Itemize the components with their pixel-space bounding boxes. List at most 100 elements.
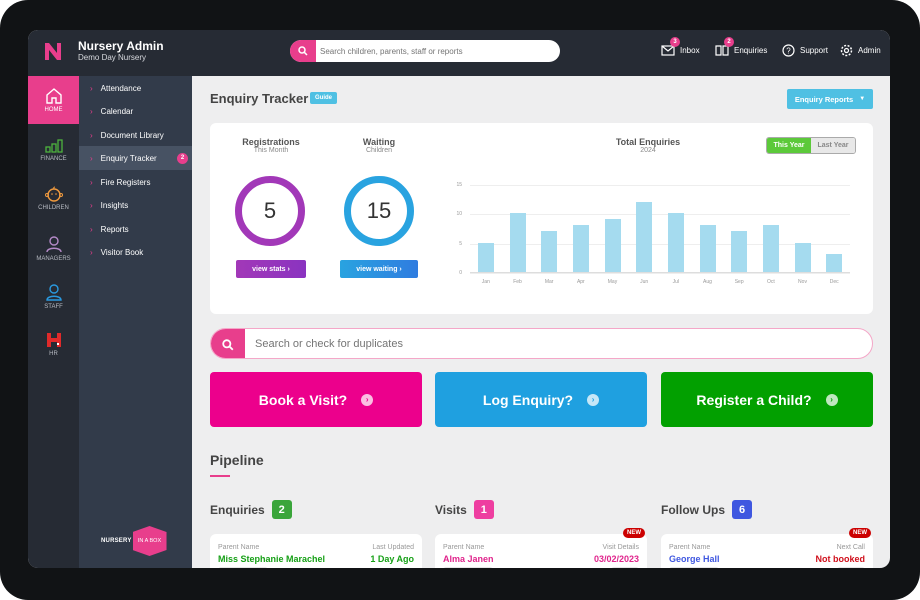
- chevron-right-icon: ›: [90, 177, 93, 187]
- last-year-toggle[interactable]: Last Year: [811, 138, 855, 153]
- registrations-ring: 5: [235, 176, 305, 246]
- last-updated: 1 Day Ago: [370, 554, 414, 564]
- view-waiting-button[interactable]: view waiting ›: [340, 260, 418, 278]
- bar-jul[interactable]: [667, 213, 684, 272]
- admin-link[interactable]: Admin: [838, 42, 881, 58]
- chevron-right-icon: ›: [287, 265, 290, 273]
- book-visit-button[interactable]: Book a Visit? ›: [210, 372, 422, 427]
- subnav-item-document-library[interactable]: › Document Library: [79, 123, 192, 147]
- subnav-item-visitor-book[interactable]: › Visitor Book: [79, 240, 192, 264]
- inbox-badge: 3: [670, 37, 680, 47]
- rail-item-managers[interactable]: MANAGERS: [28, 224, 79, 272]
- column-count: 1: [473, 500, 494, 519]
- phone-pill: [669, 567, 719, 568]
- bar-dec[interactable]: [826, 254, 843, 272]
- svg-text:?: ?: [786, 46, 791, 55]
- rail-item-home[interactable]: HOME: [28, 76, 79, 124]
- stat-subtitle: Children: [365, 147, 393, 154]
- button-label: Book a Visit?: [258, 391, 348, 408]
- parent-name: Miss Stephanie Marachel: [218, 554, 326, 564]
- bar-jan[interactable]: [477, 242, 494, 272]
- duplicate-search-button[interactable]: [211, 329, 245, 358]
- bar-chart-icon: [44, 138, 63, 153]
- subnav-item-insights[interactable]: › Insights: [79, 193, 192, 217]
- registrations-value: 5: [263, 198, 277, 223]
- subnav-item-calendar[interactable]: › Calendar: [79, 99, 192, 123]
- chevron-right-icon: ›: [90, 247, 93, 257]
- chevron-right-icon: ›: [90, 83, 93, 93]
- inbox-label: Inbox: [680, 45, 700, 55]
- follow-up-card[interactable]: NEW Parent Name Next Call George Hall No…: [661, 528, 873, 568]
- new-badge: NEW: [623, 528, 645, 538]
- bar-feb[interactable]: [509, 213, 526, 272]
- duplicate-search: [210, 328, 873, 359]
- chart-title-text: Total Enquiries: [615, 137, 681, 147]
- column-count: 6: [732, 500, 752, 519]
- bar-may[interactable]: [604, 219, 621, 272]
- bar-jun[interactable]: [636, 201, 653, 272]
- guide-button[interactable]: Guide: [310, 92, 338, 104]
- app-subtitle: Demo Day Nursery: [78, 53, 147, 62]
- column-title: Enquiries: [210, 502, 265, 517]
- main-content: Enquiry Tracker Guide Enquiry Reports ▼ R…: [192, 76, 890, 568]
- card-label: Parent Name: [218, 544, 260, 551]
- register-child-button[interactable]: Register a Child? ›: [661, 372, 873, 427]
- year-toggle: This Year Last Year: [766, 137, 856, 154]
- bar-apr[interactable]: [572, 225, 589, 272]
- baby-icon: [44, 186, 63, 202]
- view-stats-button[interactable]: view stats ›: [236, 260, 306, 278]
- visits-column-header: Visits 1: [435, 500, 494, 519]
- x-tick-label: Apr: [576, 279, 585, 285]
- rail-item-children[interactable]: CHILDREN: [28, 174, 79, 222]
- search-button[interactable]: [290, 40, 316, 62]
- brand-text: NURSERY: [101, 538, 132, 544]
- rail-label: HOME: [44, 107, 63, 113]
- bar-oct[interactable]: [762, 225, 779, 272]
- app-logo-icon: [45, 43, 61, 60]
- phone-pill: [218, 567, 268, 568]
- visit-card[interactable]: NEW Parent Name Visit Details Alma Janen…: [435, 528, 647, 568]
- bar-aug[interactable]: [699, 225, 716, 272]
- rail-item-hr[interactable]: HR: [28, 320, 79, 368]
- subnav-item-attendance[interactable]: › Attendance: [79, 76, 192, 100]
- subnav-label: Attendance: [100, 83, 142, 93]
- bar-nov[interactable]: [794, 242, 811, 272]
- stat-subtitle: This Month: [253, 147, 289, 154]
- enquiries-bar-chart: 0 5 10 15 Jan Feb Mar Apr May Jun Jul Aug Sep Oct Nov D…: [456, 182, 850, 285]
- column-title: Follow Ups: [661, 502, 725, 517]
- bar-mar[interactable]: [541, 230, 558, 272]
- app-title: Nursery Admin: [78, 39, 164, 53]
- y-tick-label: 0: [459, 270, 462, 276]
- duplicate-search-input[interactable]: [255, 329, 855, 358]
- chevron-right-icon: ›: [399, 265, 402, 273]
- envelope-icon: [661, 44, 675, 56]
- enquiry-reports-dropdown[interactable]: Enquiry Reports ▼: [787, 89, 873, 109]
- search-icon: [298, 46, 308, 56]
- global-search-input[interactable]: [320, 40, 550, 62]
- subnav-item-enquiry-tracker[interactable]: › Enquiry Tracker 2: [79, 146, 192, 170]
- gridline: [470, 214, 850, 216]
- subnav-item-reports[interactable]: › Reports: [79, 217, 192, 241]
- rail-item-staff[interactable]: STAFF: [28, 272, 79, 320]
- subnav-item-fire-registers[interactable]: › Fire Registers: [79, 170, 192, 194]
- caret-down-icon: ▼: [859, 96, 866, 102]
- enquiry-card[interactable]: Parent Name Last Updated Miss Stephanie …: [210, 534, 422, 568]
- enquiries-label: Enquiries: [734, 45, 768, 55]
- subnav-label: Insights: [100, 200, 129, 210]
- waiting-value: 15: [366, 198, 392, 223]
- enquiries-link[interactable]: 2 Enquiries: [714, 37, 768, 58]
- bar-sep[interactable]: [731, 230, 748, 272]
- rail-item-finance[interactable]: FINANCE: [28, 126, 79, 174]
- button-label: Log Enquiry?: [482, 391, 574, 408]
- this-year-toggle[interactable]: This Year: [767, 138, 811, 153]
- admin-label: Admin: [858, 45, 881, 55]
- question-circle-icon: ?: [781, 43, 795, 57]
- log-enquiry-button[interactable]: Log Enquiry? ›: [435, 372, 647, 427]
- x-tick-label: Jan: [481, 279, 490, 285]
- global-search: [290, 40, 560, 62]
- support-link[interactable]: ? Support: [780, 42, 828, 58]
- enquiry-count-badge: 2: [177, 152, 188, 164]
- inbox-link[interactable]: 3 Inbox: [660, 37, 700, 58]
- x-tick-label: Jul: [672, 279, 680, 285]
- card-label: Last Updated: [372, 544, 414, 551]
